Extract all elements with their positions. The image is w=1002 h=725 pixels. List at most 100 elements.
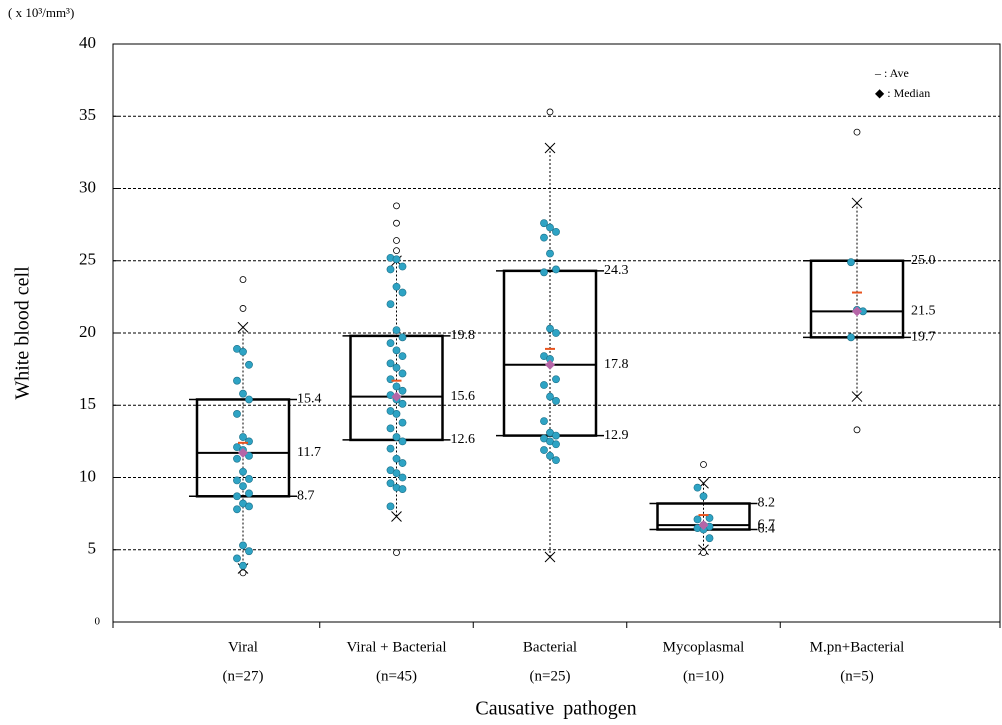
y-tick-label: 35	[79, 105, 96, 124]
data-point	[546, 324, 554, 333]
box-value-label: 25.0	[911, 253, 936, 268]
data-point	[239, 482, 247, 491]
data-point	[392, 469, 401, 478]
data-point	[245, 502, 253, 511]
data-point	[392, 346, 401, 355]
box-value-label: 15.6	[451, 389, 476, 404]
data-point	[392, 282, 401, 291]
data-point	[552, 329, 560, 337]
data-point	[386, 300, 395, 308]
sample-size-label: (n=10)	[683, 668, 724, 684]
data-point	[392, 255, 401, 264]
data-point	[239, 561, 247, 570]
data-point	[392, 410, 401, 418]
data-point	[540, 381, 548, 389]
outlier	[393, 219, 400, 227]
y-tick-label: 15	[79, 394, 96, 413]
outlier	[546, 108, 554, 116]
data-point	[233, 505, 241, 514]
unit-label: ( x 10³/mm³)	[8, 5, 74, 20]
data-point	[239, 541, 247, 550]
data-point	[386, 339, 395, 348]
data-point	[392, 454, 401, 463]
data-point	[552, 431, 560, 440]
outlier	[239, 276, 247, 283]
data-point	[540, 446, 548, 454]
data-point	[233, 554, 241, 563]
data-point	[245, 489, 253, 498]
box-value-label: 17.8	[604, 357, 629, 372]
data-point	[398, 386, 407, 395]
data-point	[398, 473, 407, 482]
data-point	[552, 265, 560, 274]
whisker-end	[851, 197, 863, 209]
outlier	[393, 202, 400, 210]
box-value-label: 6.7	[758, 517, 776, 532]
outlier	[239, 569, 247, 577]
data-point	[398, 352, 407, 361]
data-point	[552, 397, 560, 405]
data-point	[398, 459, 407, 467]
data-point	[546, 392, 554, 401]
data-point	[386, 479, 395, 488]
data-point	[398, 437, 407, 446]
data-point	[392, 326, 401, 335]
box-value-label: 12.6	[451, 432, 476, 447]
data-point	[693, 515, 702, 524]
outlier	[853, 128, 861, 136]
x-tick-label: Viral + Bacterial	[346, 639, 446, 655]
median-diamond	[852, 306, 862, 317]
median-diamond	[545, 359, 555, 370]
box-value-label: 12.9	[604, 428, 629, 443]
y-tick-label: 40	[79, 33, 96, 52]
whisker-end	[851, 391, 863, 402]
data-point	[386, 265, 395, 274]
data-point	[245, 451, 253, 460]
outlier	[700, 461, 707, 468]
data-point	[398, 485, 407, 493]
whisker-end	[544, 551, 556, 563]
x-tick-label: Viral	[228, 639, 258, 655]
y-tick-label: 25	[79, 250, 96, 269]
y-tick-label: 0	[95, 616, 101, 628]
whisker-end	[237, 321, 249, 333]
data-point	[245, 547, 253, 556]
data-point	[705, 534, 714, 543]
data-point	[546, 223, 554, 232]
sample-size-label: (n=27)	[223, 668, 264, 684]
data-point	[239, 433, 247, 441]
data-point	[392, 433, 401, 441]
data-point	[245, 437, 253, 446]
box-value-label: 8.7	[297, 489, 315, 504]
data-point	[552, 440, 560, 449]
sample-size-label: (n=25)	[530, 668, 571, 684]
outlier	[239, 305, 247, 312]
data-point	[540, 219, 548, 228]
data-point	[540, 417, 548, 426]
outlier	[393, 247, 400, 255]
sample-size-label: (n=45)	[376, 668, 417, 684]
data-point	[552, 456, 560, 465]
outlier	[700, 549, 707, 557]
data-point	[233, 454, 241, 463]
legend-entry: ◆ : Median	[875, 86, 930, 100]
box-value-label: 6.4	[758, 522, 776, 537]
y-tick-label: 10	[79, 466, 96, 485]
data-point	[386, 502, 395, 511]
box-value-label: 19.8	[451, 328, 476, 343]
whisker-end	[391, 511, 402, 522]
data-point	[540, 233, 548, 242]
data-point	[847, 258, 855, 267]
data-point	[552, 375, 560, 384]
data-point	[398, 333, 407, 342]
data-point	[398, 418, 407, 427]
data-point	[386, 359, 395, 368]
data-point	[386, 375, 395, 384]
sample-size-label: (n=5)	[840, 668, 873, 684]
data-point	[245, 360, 253, 369]
x-tick-label: Bacterial	[523, 639, 577, 655]
data-point	[233, 492, 241, 501]
data-point	[398, 262, 407, 271]
x-axis-title: Causative pathogen	[475, 698, 636, 720]
